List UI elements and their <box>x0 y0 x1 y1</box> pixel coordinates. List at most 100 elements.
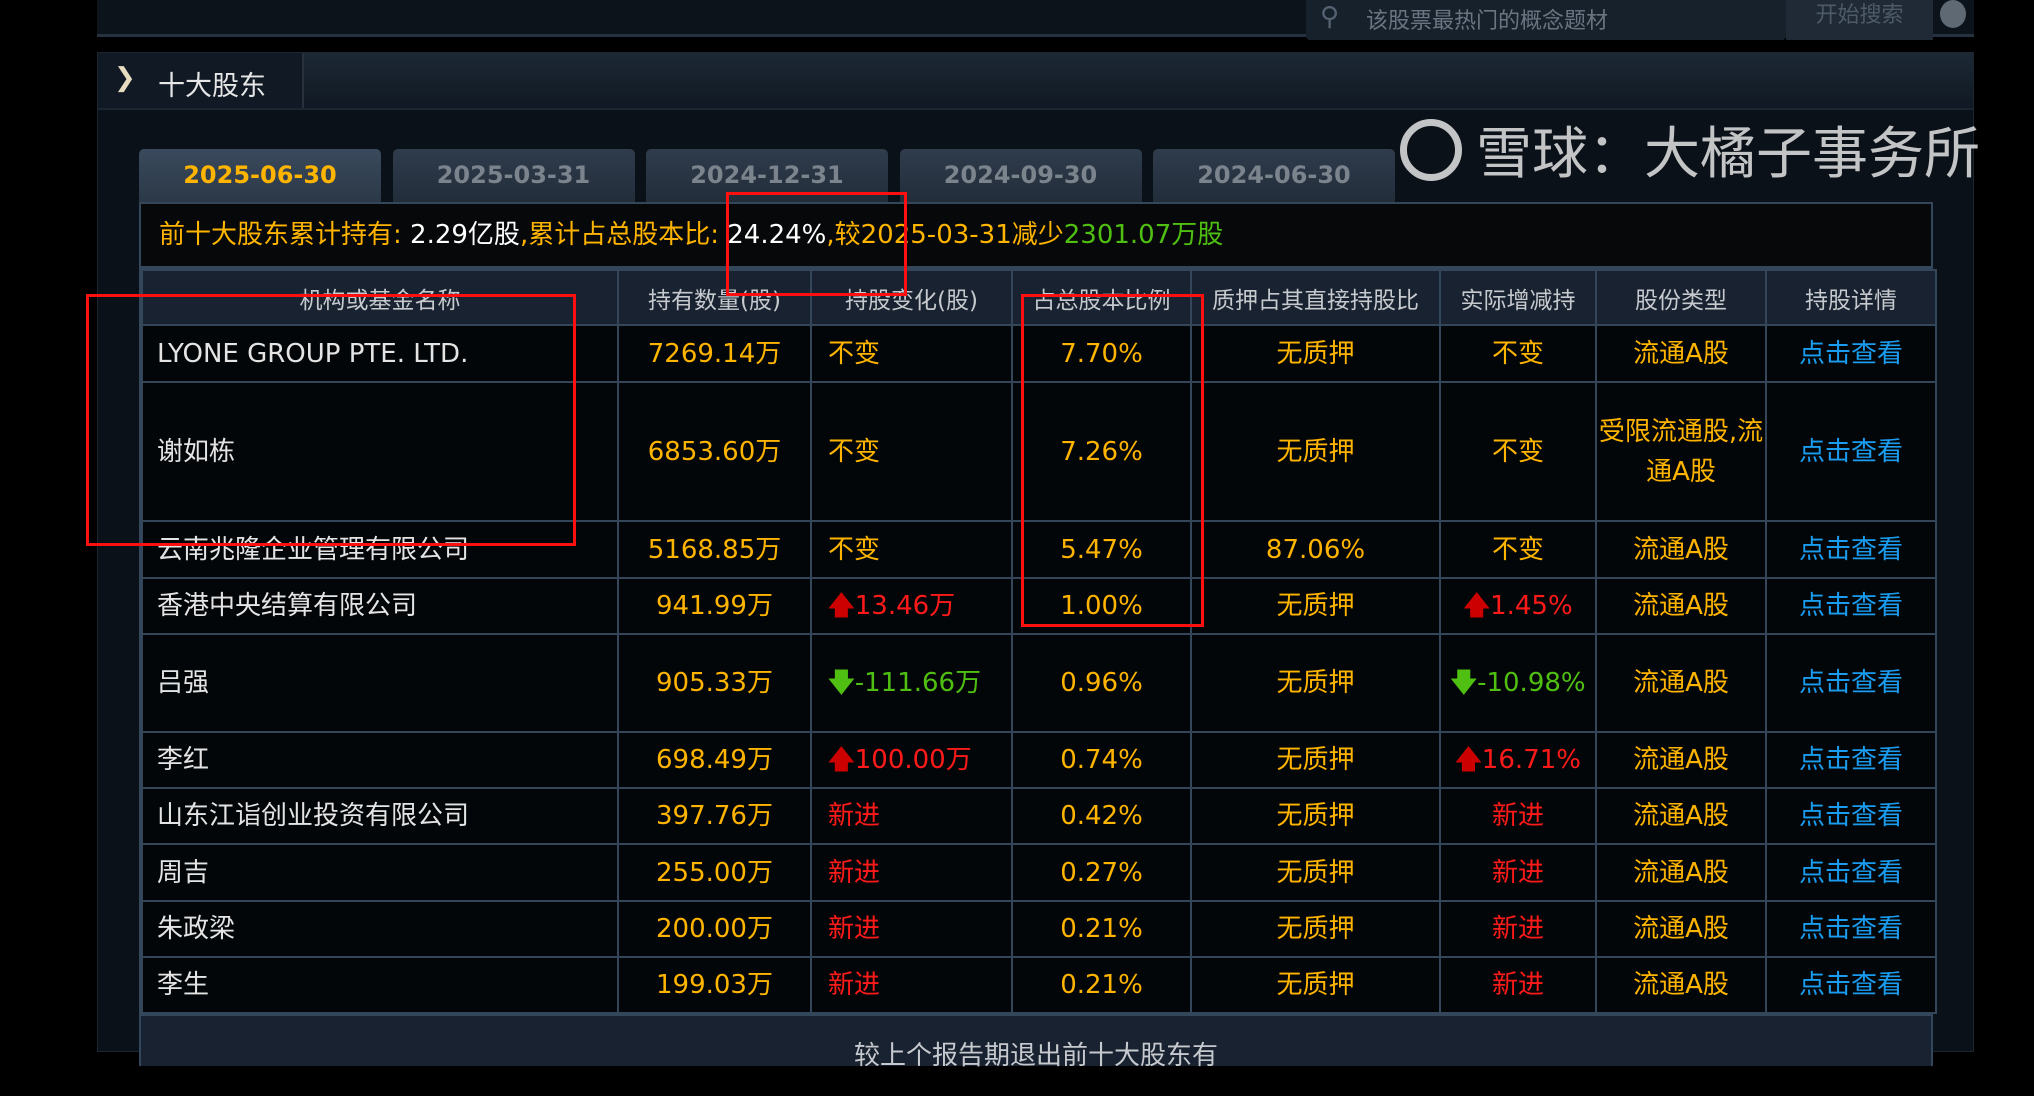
share-type: 流通A股 <box>1595 633 1767 733</box>
tab-2025-03-31[interactable]: 2025-03-31 <box>392 149 635 202</box>
start-search-button[interactable]: 开始搜索 <box>1786 0 1933 40</box>
pledge-ratio: 无质押 <box>1190 787 1441 845</box>
shareholder-name: 吕强 <box>141 633 619 733</box>
view-detail-link[interactable]: 点击查看 <box>1765 324 1937 383</box>
tab-2024-06-30[interactable]: 2024-06-30 <box>1153 149 1395 202</box>
exited-shareholders-row: 较上个报告期退出前十大股东有 <box>141 1014 1931 1071</box>
share-ratio: 7.26% <box>1011 381 1192 522</box>
pledge-ratio: 无质押 <box>1190 381 1441 522</box>
actual-change-cell: 不变 <box>1439 324 1597 383</box>
view-detail-link[interactable]: 点击查看 <box>1765 787 1937 845</box>
actual-change-cell: 🡅1.45% <box>1439 577 1597 635</box>
view-detail-link[interactable]: 点击查看 <box>1765 731 1937 789</box>
share-type: 流通A股 <box>1595 956 1767 1014</box>
shares-held: 7269.14万 <box>617 324 812 383</box>
summary-total-ratio: 24.24% <box>727 220 827 250</box>
actual-change: 新进 <box>1491 801 1544 831</box>
column-header: 实际增减持 <box>1439 269 1597 326</box>
pledge-ratio: 无质押 <box>1190 731 1441 789</box>
summary-label-ratio: ,累计占总股本比: <box>519 220 719 250</box>
search-placeholder: 该股票最热门的概念题材 <box>1366 9 1609 34</box>
share-change-cell: 不变 <box>810 381 1013 522</box>
view-detail-link[interactable]: 点击查看 <box>1765 577 1937 635</box>
shares-held: 941.99万 <box>617 577 812 635</box>
share-type: 流通A股 <box>1595 520 1767 579</box>
table-row: 周吉 255.00万 新进 0.27% 无质押 新进 流通A股 点击查看 <box>141 843 1937 902</box>
actual-change: 新进 <box>1491 970 1544 1000</box>
view-detail-link[interactable]: 点击查看 <box>1765 520 1937 579</box>
pledge-ratio: 无质押 <box>1190 900 1441 958</box>
table-row: 李红 698.49万 🡅100.00万 0.74% 无质押 🡅16.71% 流通A股 点击查看 <box>141 731 1937 789</box>
share-change-cell: 不变 <box>810 324 1013 383</box>
share-ratio: 0.74% <box>1011 731 1192 789</box>
tab-2024-09-30[interactable]: 2024-09-30 <box>899 149 1142 202</box>
shareholders-table-container: 前十大股东累计持有: 2.29亿股,累计占总股本比: 24.24%,较2025-… <box>139 202 1937 1071</box>
chevron-right-icon: ❯ <box>114 63 136 93</box>
column-header: 持股变化(股) <box>810 269 1013 326</box>
actual-change: 1.45% <box>1490 591 1573 621</box>
shares-held: 5168.85万 <box>617 520 812 579</box>
summary-change: 2301.07万股 <box>1063 220 1224 250</box>
table-row: 李生 199.03万 新进 0.21% 无质押 新进 流通A股 点击查看 <box>141 956 1937 1014</box>
share-change: 不变 <box>828 338 881 369</box>
view-detail-link[interactable]: 点击查看 <box>1765 381 1937 522</box>
help-icon[interactable] <box>1940 0 1966 28</box>
watermark-text: 雪球：大橘子事务所 <box>1476 122 1980 187</box>
actual-change-cell: 🡇-10.98% <box>1439 633 1597 733</box>
actual-change: 16.71% <box>1481 745 1581 775</box>
pledge-ratio: 87.06% <box>1190 520 1441 579</box>
column-header: 占总股本比例 <box>1011 269 1192 326</box>
section-header: ❯ 十大股东 <box>98 53 1973 110</box>
share-type: 流通A股 <box>1595 843 1767 902</box>
shares-held: 698.49万 <box>617 731 812 789</box>
actual-change-cell: 新进 <box>1439 900 1597 958</box>
shareholder-name: 山东江诣创业投资有限公司 <box>141 787 619 845</box>
share-change-cell: 🡅13.46万 <box>810 577 1013 635</box>
actual-change: 不变 <box>1491 534 1544 565</box>
concept-search-input[interactable]: ⚲ 该股票最热门的概念题材 <box>1306 0 1786 40</box>
share-change-cell: 新进 <box>810 843 1013 902</box>
view-detail-link[interactable]: 点击查看 <box>1765 900 1937 958</box>
tab-2025-06-30[interactable]: 2025-06-30 <box>139 149 381 202</box>
share-ratio: 7.70% <box>1011 324 1192 383</box>
pledge-ratio: 无质押 <box>1190 324 1441 383</box>
shareholder-name: 李红 <box>141 731 619 789</box>
arrow-up-icon: 🡅 <box>828 591 855 621</box>
table-row: 朱政梁 200.00万 新进 0.21% 无质押 新进 流通A股 点击查看 <box>141 900 1937 958</box>
share-type: 流通A股 <box>1595 731 1767 789</box>
share-ratio: 1.00% <box>1011 577 1192 635</box>
share-change: 新进 <box>828 801 881 831</box>
tab-2024-12-31[interactable]: 2024-12-31 <box>646 149 888 202</box>
share-change-cell: 新进 <box>810 787 1013 845</box>
summary-label-change: ,较2025-03-31减少 <box>826 220 1064 250</box>
column-header: 持股详情 <box>1765 269 1937 326</box>
shareholder-name: 云南兆隆企业管理有限公司 <box>141 520 619 579</box>
share-change: 不变 <box>828 534 881 565</box>
share-change: 100.00万 <box>854 745 972 775</box>
share-ratio: 0.21% <box>1011 900 1192 958</box>
view-detail-link[interactable]: 点击查看 <box>1765 956 1937 1014</box>
share-type: 受限流通股,流通A股 <box>1595 381 1767 522</box>
snowball-logo-icon <box>1400 118 1462 181</box>
view-detail-link[interactable]: 点击查看 <box>1765 843 1937 902</box>
arrow-down-icon: 🡇 <box>1450 668 1478 698</box>
shareholder-name: LYONE GROUP PTE. LTD. <box>141 324 619 383</box>
table-row: 谢如栋 6853.60万 不变 7.26% 无质押 不变 受限流通股,流通A股 点击查看 <box>141 381 1937 522</box>
share-type: 流通A股 <box>1595 787 1767 845</box>
shares-held: 397.76万 <box>617 787 812 845</box>
share-change-cell: 🡅100.00万 <box>810 731 1013 789</box>
table-row: 吕强 905.33万 🡇-111.66万 0.96% 无质押 🡇-10.98% 流通A股 点击… <box>141 633 1937 733</box>
share-change-cell: 🡇-111.66万 <box>810 633 1013 733</box>
shareholders-table: 机构或基金名称 持有数量(股) 持股变化(股) 占总股本比例 质押占其直接持股比 实际增减… <box>141 269 1937 1014</box>
view-detail-link[interactable]: 点击查看 <box>1765 633 1937 733</box>
column-header: 持有数量(股) <box>617 269 812 326</box>
actual-change-cell: 新进 <box>1439 843 1597 902</box>
pledge-ratio: 无质押 <box>1190 843 1441 902</box>
table-row: LYONE GROUP PTE. LTD. 7269.14万 不变 7.70% 无质押不… <box>141 324 1937 383</box>
shareholder-name: 谢如栋 <box>141 381 619 522</box>
share-change-cell: 新进 <box>810 900 1013 958</box>
actual-change-cell: 新进 <box>1439 956 1597 1014</box>
share-change: -111.66万 <box>854 668 982 698</box>
arrow-up-icon: 🡅 <box>1455 745 1482 775</box>
shares-held: 200.00万 <box>617 900 812 958</box>
